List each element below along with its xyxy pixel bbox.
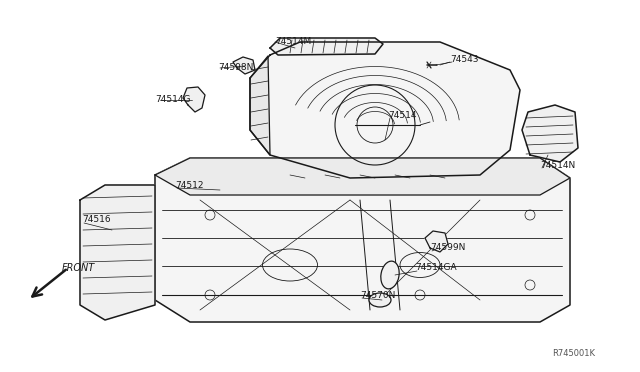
Polygon shape [270,38,383,55]
Ellipse shape [369,293,391,307]
Text: FRONT: FRONT [62,263,95,273]
Text: R745001K: R745001K [552,349,595,358]
Ellipse shape [381,261,399,289]
Text: 74514: 74514 [388,110,417,119]
Text: 74543: 74543 [450,55,479,64]
Text: 74570N: 74570N [360,292,396,301]
Polygon shape [522,105,578,162]
Text: 74514N: 74514N [540,160,575,170]
Text: 74514GA: 74514GA [415,263,456,273]
Text: 74516: 74516 [82,215,111,224]
Text: 74512: 74512 [175,180,204,189]
Text: 74514G: 74514G [155,96,191,105]
Polygon shape [250,56,270,155]
Text: 74514M: 74514M [275,38,311,46]
Polygon shape [233,57,255,74]
Text: 74598N: 74598N [218,64,253,73]
Polygon shape [155,158,570,195]
Polygon shape [250,42,520,178]
Polygon shape [183,87,205,112]
Polygon shape [80,185,155,320]
Text: 74599N: 74599N [430,244,465,253]
Polygon shape [155,158,570,322]
Polygon shape [425,231,448,252]
